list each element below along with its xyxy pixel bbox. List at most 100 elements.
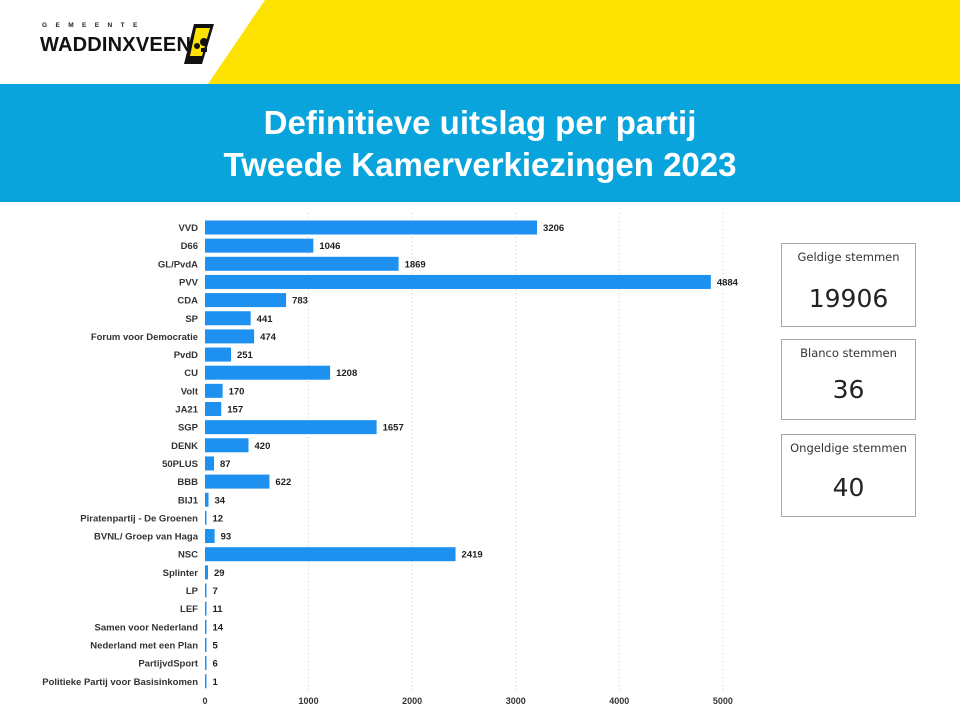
bar: [205, 311, 251, 326]
x-tick-label: 2000: [402, 696, 422, 706]
bar: [205, 274, 711, 289]
valid-votes-label: Geldige stemmen: [797, 250, 900, 264]
bar: [205, 383, 223, 398]
bar: [205, 474, 270, 489]
data-label: 93: [221, 532, 232, 543]
category-label: CDA: [177, 296, 198, 307]
data-label: 12: [213, 513, 224, 524]
x-tick-label: 5000: [713, 696, 733, 706]
category-label: BVNL/ Groep van Haga: [94, 532, 199, 543]
bar: [205, 619, 207, 634]
valid-votes-card: Geldige stemmen 19906: [781, 243, 916, 327]
category-label: PartijvdSport: [138, 659, 198, 670]
bar-chart: VVD 3206 D66 1046 GL/PvdA 1869 PVV 4884 CDA 783 SP…: [42, 213, 739, 706]
data-label: 1046: [319, 241, 340, 252]
data-label: 474: [260, 332, 277, 343]
bar: [205, 529, 215, 544]
bar: [205, 492, 209, 507]
data-label: 1: [213, 677, 219, 688]
data-label: 5: [213, 640, 219, 651]
category-label: 50PLUS: [162, 459, 198, 470]
bar: [205, 601, 207, 616]
data-label: 622: [275, 477, 291, 488]
valid-votes-value: 19906: [808, 284, 889, 313]
data-label: 11: [213, 604, 224, 615]
category-label: D66: [181, 241, 198, 252]
category-label: VVD: [178, 223, 198, 234]
data-label: 783: [292, 296, 308, 307]
bar: [205, 420, 377, 435]
logo-small-text: GEMEENTE: [42, 22, 146, 29]
category-label: CU: [184, 368, 198, 379]
bar: [205, 293, 287, 308]
bar: [205, 238, 314, 253]
bar: [205, 456, 215, 471]
bar: [205, 256, 399, 271]
blank-votes-card: Blanco stemmen 36: [781, 339, 916, 420]
category-label: Piratenpartij - De Groenen: [80, 513, 198, 524]
category-label: Forum voor Democratie: [91, 332, 198, 343]
blank-votes-value: 36: [832, 375, 865, 404]
category-label: NSC: [178, 550, 198, 561]
bar: [205, 674, 207, 689]
bar: [205, 402, 222, 416]
category-label: SGP: [178, 423, 199, 434]
data-label: 3206: [543, 223, 564, 234]
data-label: 4884: [717, 277, 739, 288]
data-label: 170: [229, 386, 245, 397]
category-label: BBB: [177, 477, 198, 488]
x-tick-label: 4000: [609, 696, 629, 706]
x-tick-label: 0: [202, 696, 207, 706]
data-label: 29: [214, 568, 225, 579]
bar: [205, 656, 207, 671]
page-subtitle: Tweede Kamerverkiezingen 2023: [223, 146, 737, 183]
page-title: Definitieve uitslag per partij: [263, 104, 697, 141]
bar: [205, 347, 231, 362]
bar: [205, 438, 249, 453]
bar: [205, 637, 207, 652]
logo: GEMEENTE WADDINXVEEN: [40, 18, 220, 68]
category-label: Splinter: [163, 568, 199, 579]
data-label: 251: [237, 350, 254, 361]
bar: [205, 565, 209, 580]
title-band: [0, 84, 960, 202]
data-label: 1657: [383, 423, 404, 434]
data-label: 14: [213, 622, 224, 633]
invalid-votes-value: 40: [832, 473, 865, 502]
data-label: 34: [215, 495, 226, 506]
data-label: 420: [255, 441, 271, 452]
invalid-votes-label: Ongeldige stemmen: [790, 441, 907, 455]
category-label: DENK: [171, 441, 198, 452]
category-label: PVV: [179, 277, 199, 288]
data-label: 7: [213, 586, 218, 597]
data-label: 6: [213, 659, 218, 670]
blank-votes-label: Blanco stemmen: [800, 346, 897, 360]
data-label: 1208: [336, 368, 357, 379]
bar: [205, 329, 255, 344]
category-label: Samen voor Nederland: [95, 622, 199, 633]
data-label: 87: [220, 459, 231, 470]
bar: [205, 365, 331, 380]
category-label: Volt: [181, 386, 199, 397]
logo-main-text: WADDINXVEEN: [40, 34, 192, 56]
data-label: 1869: [405, 259, 426, 270]
category-label: SP: [185, 314, 198, 325]
bar: [205, 220, 538, 235]
invalid-votes-card: Ongeldige stemmen 40: [781, 434, 916, 517]
x-tick-label: 1000: [299, 696, 319, 706]
coat-of-arms-icon: [184, 24, 214, 64]
category-label: Politieke Partij voor Basisinkomen: [42, 677, 198, 688]
bar: [205, 510, 207, 525]
category-label: Nederland met een Plan: [90, 640, 198, 651]
bar: [205, 547, 456, 562]
category-label: LP: [186, 586, 199, 597]
bar: [205, 583, 207, 598]
category-label: PvdD: [174, 350, 198, 361]
data-label: 441: [257, 314, 274, 325]
category-label: JA21: [175, 405, 198, 416]
data-label: 157: [227, 405, 243, 416]
category-label: GL/PvdA: [158, 259, 198, 270]
category-label: BIJ1: [178, 495, 199, 506]
category-label: LEF: [180, 604, 198, 615]
x-tick-label: 3000: [506, 696, 526, 706]
